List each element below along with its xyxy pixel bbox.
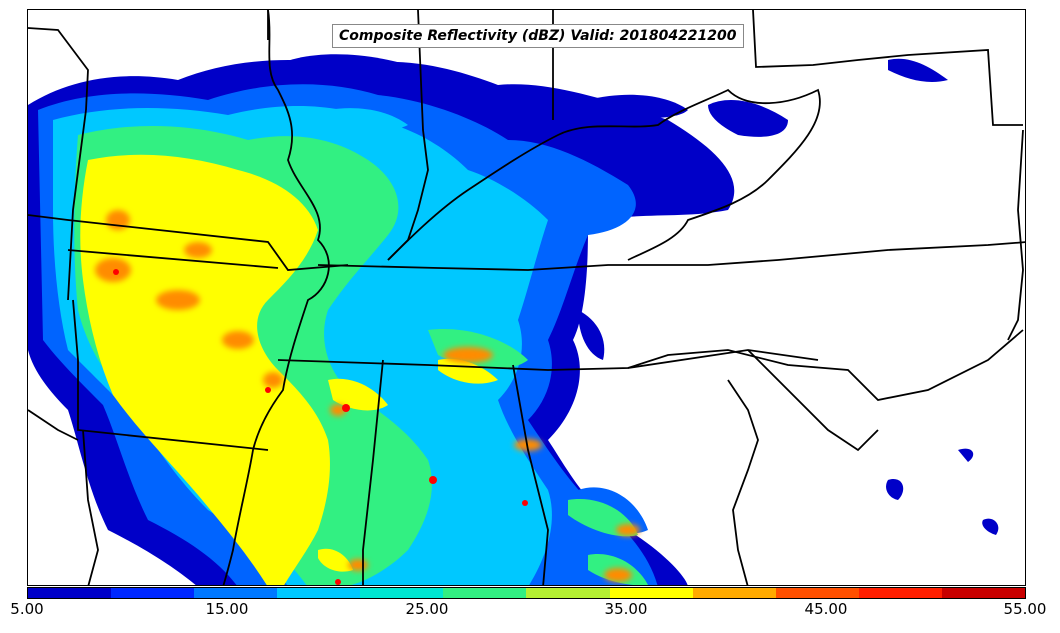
colorbar-segment [194,588,278,598]
colorbar-tick: 5.00 [10,600,44,618]
colorbar-tick: 15.00 [205,600,249,618]
colorbar-segment [526,588,610,598]
colorbar-segment [692,588,776,598]
radar-map: Composite Reflectivity (dBZ) Valid: 2018… [27,9,1026,586]
colorbar [27,587,1026,599]
colorbar-segment [941,588,1025,598]
colorbar-segment [28,588,112,598]
echo-level-5 [80,154,498,585]
colorbar-tick: 25.00 [405,600,449,618]
colorbar-segment [360,588,444,598]
colorbar-segment [609,588,693,598]
echo-level-7 [113,269,528,585]
state-boundaries [28,10,1025,585]
colorbar-segment [277,588,361,598]
colorbar-segment [111,588,195,598]
colorbar-tick: 45.00 [804,600,848,618]
colorbar-segment [858,588,942,598]
colorbar-segment [775,588,859,598]
colorbar-tick: 35.00 [604,600,648,618]
map-title: Composite Reflectivity (dBZ) Valid: 2018… [332,24,744,48]
colorbar-tick: 55.00 [1003,600,1047,618]
reflectivity-field [28,10,1025,585]
colorbar-segment [443,588,527,598]
